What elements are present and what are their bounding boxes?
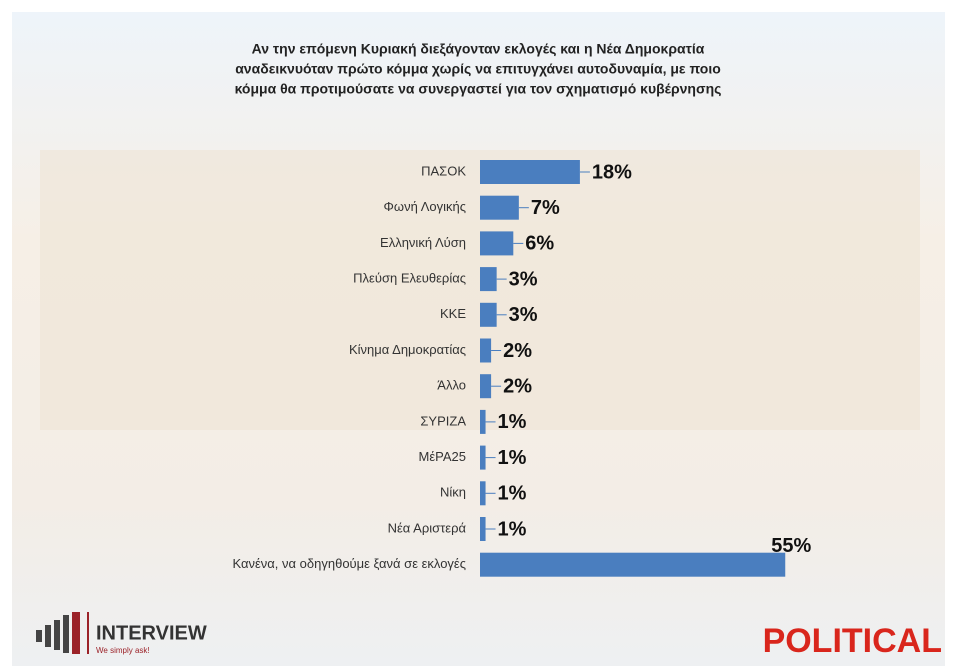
bar — [480, 302, 497, 327]
category-label: Άλλο — [437, 378, 466, 393]
bar — [480, 195, 519, 220]
logo-bar — [63, 615, 69, 653]
category-label: ΠΑΣΟΚ — [421, 163, 466, 178]
category-label: ΚΚΕ — [440, 306, 466, 321]
value-label: 3% — [509, 268, 538, 290]
category-label: Φωνή Λογικής — [384, 199, 466, 214]
logo-bar — [54, 620, 60, 650]
footer-left: INTERVIEW — [96, 622, 207, 644]
logo-bar — [36, 630, 42, 642]
bar — [480, 374, 492, 399]
logo-bar — [72, 612, 80, 654]
category-label: Κίνημα Δημοκρατίας — [349, 342, 466, 357]
bar — [480, 481, 486, 506]
value-label: 1% — [498, 518, 527, 540]
footer-right: POLITICAL — [763, 622, 942, 660]
category-label: Νίκη — [440, 485, 466, 500]
category-label: ΜέΡΑ25 — [419, 449, 466, 464]
title-line: κόμμα θα προτιμούσατε να συνεργαστεί για… — [235, 81, 722, 97]
value-label: 1% — [498, 447, 527, 469]
footer-tagline: We simply ask! — [96, 646, 150, 655]
bar — [480, 231, 514, 256]
value-label: 6% — [525, 233, 554, 255]
category-label: Πλεύση Ελευθερίας — [353, 271, 466, 286]
title-line: Αν την επόμενη Κυριακή διεξάγονταν εκλογ… — [252, 41, 705, 57]
title-line: αναδεικνυόταν πρώτο κόμμα χωρίς να επιτυ… — [235, 61, 721, 77]
bar — [480, 338, 492, 363]
logo-bar — [45, 625, 51, 647]
category-label: Κανένα, να οδηγηθούμε ξανά σε εκλογές — [232, 556, 466, 571]
bar — [480, 267, 497, 292]
category-label: Νέα Αριστερά — [388, 520, 467, 535]
bar — [480, 517, 486, 541]
value-label: 2% — [503, 375, 532, 397]
interview-logo — [36, 612, 89, 654]
bar — [480, 552, 786, 577]
value-label: 1% — [498, 411, 527, 433]
value-label: 2% — [503, 340, 532, 362]
value-label: 55% — [771, 535, 811, 557]
category-label: Ελληνική Λύση — [380, 235, 466, 250]
bar — [480, 409, 486, 434]
bar — [480, 160, 580, 184]
value-label: 1% — [498, 483, 527, 505]
value-label: 3% — [509, 304, 538, 326]
bar — [480, 445, 486, 470]
value-label: 18% — [592, 161, 632, 183]
value-label: 7% — [531, 197, 560, 219]
category-label: ΣΥΡΙΖΑ — [420, 413, 466, 428]
